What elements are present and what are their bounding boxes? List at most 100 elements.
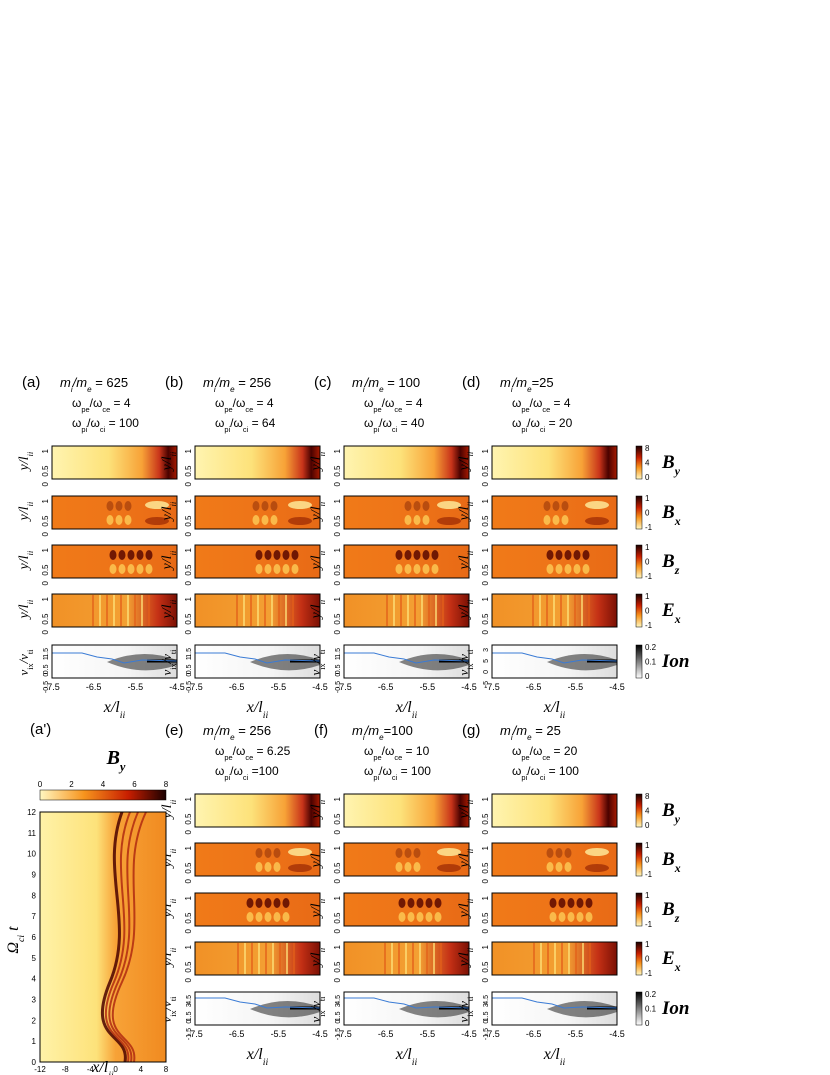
panel-title: By xyxy=(106,747,126,774)
wave-stripe xyxy=(589,943,591,974)
ytick-label: 8 xyxy=(32,891,37,900)
structure-blob xyxy=(261,501,269,511)
structure-blob xyxy=(264,898,272,908)
ytick-label: 0 xyxy=(483,1020,490,1024)
wave-stripe xyxy=(113,595,115,626)
structure-blob xyxy=(425,912,433,922)
xtick-label: -5.5 xyxy=(568,682,584,692)
ytick-label: 5 xyxy=(32,954,37,963)
field-panel-Ex: 0 0.5 1 y/lii xyxy=(457,593,618,634)
panel-frame xyxy=(343,644,470,679)
xtick-label: -5.5 xyxy=(271,1029,287,1039)
colorbar-tick: 1 xyxy=(645,543,650,552)
structure-blob xyxy=(145,517,169,525)
wave-stripe xyxy=(560,595,562,626)
wave-stripe xyxy=(533,943,535,974)
wave-stripe xyxy=(271,595,273,626)
panel-header: (g) mi/me = 25 ωpe/ωce = 20 ωpi/ωci = 100 xyxy=(462,722,579,782)
structure-blob xyxy=(395,848,403,858)
ytick-label: 1 xyxy=(41,448,50,453)
ytick-label: 0 xyxy=(184,531,193,536)
structure-blob xyxy=(404,501,412,511)
row-label: Ex xyxy=(661,948,681,974)
colorbar-tick: 0 xyxy=(645,672,650,681)
ytick-label: 1.5 xyxy=(186,1011,193,1021)
ytick-label: 11 xyxy=(28,829,37,838)
ytick-label: 0 xyxy=(186,673,193,677)
xtick-label: -12 xyxy=(34,1065,46,1074)
panel-header: (d) mi/me=25 ωpe/ωce = 4 ωpi/ωci = 20 xyxy=(462,374,573,434)
panel-frame xyxy=(51,445,178,480)
xtick-label: -7.5 xyxy=(187,1029,203,1039)
panel-frame xyxy=(491,445,618,480)
xtick-label: -5.5 xyxy=(420,1029,436,1039)
structure-blob xyxy=(552,501,560,511)
ytick-label: 1 xyxy=(184,796,193,801)
colorbar-tick: 1 xyxy=(645,940,650,949)
structure-blob xyxy=(270,501,278,511)
ytick-label: 0 xyxy=(184,928,193,933)
structure-blob xyxy=(145,501,169,509)
xtick-label: -6.5 xyxy=(378,682,394,692)
x-axis-label: x/lii xyxy=(543,1046,566,1068)
panel-frame xyxy=(194,991,321,1026)
ytick-label: -0.5 xyxy=(335,681,342,693)
ytick-label: -1.5 xyxy=(483,1028,490,1040)
structure-blob xyxy=(407,898,415,908)
wave-stripe xyxy=(433,943,435,974)
wave-stripe xyxy=(127,595,129,626)
ytick-label: 1 xyxy=(481,944,490,949)
freq-ratio-electron: ωpe/ωce = 4 xyxy=(512,396,571,414)
ytick-label: 0 xyxy=(184,481,193,486)
panel-frame xyxy=(194,941,321,976)
freq-ratio-electron: ωpe/ωce = 4 xyxy=(215,396,274,414)
freq-ratio-ion: ωpi/ωci = 100 xyxy=(512,764,579,782)
wave-stripe xyxy=(582,943,584,974)
structure-blob xyxy=(564,564,572,574)
ytick-label: 0 xyxy=(333,878,342,883)
structure-blob xyxy=(555,848,563,858)
y-axis-label: y/lii xyxy=(309,848,327,869)
colorbar-tick: -1 xyxy=(645,621,653,630)
mean-velocity-line xyxy=(492,997,618,1009)
structure-blob xyxy=(145,564,153,574)
structure-blob xyxy=(437,517,461,525)
x-axis-label: x/lii xyxy=(543,699,566,721)
structure-blob xyxy=(422,501,430,511)
wave-stripe xyxy=(251,943,253,974)
colorbar xyxy=(635,991,643,1026)
structure-blob xyxy=(413,564,421,574)
x-axis: -7.5 -6.5 -5.5 -4.5 x/lii xyxy=(336,1029,477,1068)
mean-velocity-line xyxy=(195,652,321,664)
heatmap-ex xyxy=(344,594,469,627)
field-panel-By: 00.51y/lii xyxy=(160,793,321,834)
ytick-label: 3 xyxy=(335,1003,342,1007)
structure-blob xyxy=(246,898,254,908)
colorbar xyxy=(635,793,643,828)
ytick-label: 0.5 xyxy=(481,465,490,477)
ytick-label: 0.5 xyxy=(184,862,193,874)
panel-letter: (d) xyxy=(462,374,480,391)
y-axis-label: y/lii xyxy=(457,550,475,571)
xtick-label: -7.5 xyxy=(484,682,500,692)
panel-header: (b) mi/me = 256 ωpe/ωce = 4 ωpi/ωci = 64 xyxy=(165,374,276,434)
ytick-label: 1 xyxy=(481,498,490,503)
ytick-label: 1 xyxy=(41,498,50,503)
ytick-label: 0.5 xyxy=(481,613,490,625)
ytick-label: 0 xyxy=(481,580,490,585)
freq-ratio-electron: ωpe/ωce = 4 xyxy=(72,396,131,414)
structure-blob xyxy=(273,550,281,560)
ytick-label: 1.5 xyxy=(43,648,50,658)
wave-stripe xyxy=(540,943,542,974)
colorbar-tick: 6 xyxy=(132,780,137,789)
ytick-label: 0 xyxy=(333,580,342,585)
y-axis-label: y/lii xyxy=(309,898,327,919)
structure-blob xyxy=(288,848,312,856)
freq-ratio-electron: ωpe/ωce = 6.25 xyxy=(215,744,291,762)
ytick-label: 0.5 xyxy=(333,515,342,527)
ytick-label: 9 xyxy=(32,871,37,880)
colorbar xyxy=(39,789,167,801)
colorbar xyxy=(635,544,643,579)
y-axis-label: y/lii xyxy=(457,799,475,820)
